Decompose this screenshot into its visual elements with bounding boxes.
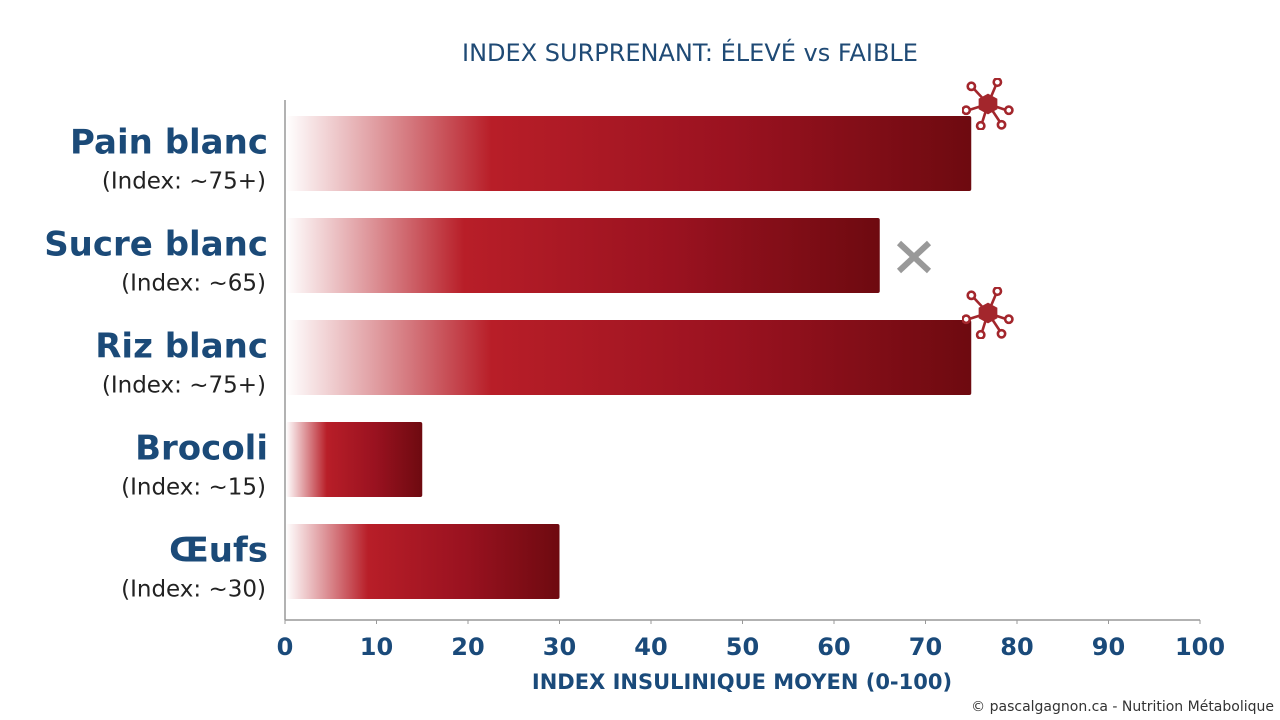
x-tick-label: 100: [1175, 633, 1225, 661]
footer: © pascalgagnon.ca - Nutrition Métaboliqu…: [971, 699, 1274, 715]
bar: [286, 218, 880, 293]
x-tick-label: 20: [451, 633, 484, 661]
x-tick-label: 0: [277, 633, 294, 661]
value-label: (Index: ~65): [121, 271, 266, 297]
bar: [286, 524, 560, 599]
bar: [286, 422, 423, 497]
x-tick-label: 90: [1092, 633, 1125, 661]
x-tick-label: 30: [543, 633, 576, 661]
value-label: (Index: ~75+): [102, 373, 266, 399]
x-tick-label: 60: [817, 633, 850, 661]
category-label: Sucre blanc: [44, 225, 268, 265]
category-label: Pain blanc: [70, 123, 268, 163]
category-label: Brocoli: [135, 429, 268, 469]
category-label: Riz blanc: [95, 327, 268, 367]
x-tick-label: 50: [726, 633, 759, 661]
bar: [286, 320, 972, 395]
plot: 0 10 20 30 40 50 60 70 80 90 100 Pain blanc (Index: …: [44, 116, 1225, 661]
x-axis-title: INDEX INSULINIQUE MOYEN (0-100): [532, 670, 952, 694]
x-tick-label: 70: [909, 633, 942, 661]
value-label: (Index: ~30): [121, 577, 266, 603]
cross-icon: [896, 240, 932, 274]
value-label: (Index: ~15): [121, 475, 266, 501]
x-tick-label: 40: [634, 633, 667, 661]
bar: [286, 116, 972, 191]
category-label: Œufs: [169, 531, 268, 571]
value-label: (Index: ~75+): [102, 169, 266, 195]
chart-title: INDEX SURPRENANT: ÉLEVÉ vs FAIBLE: [462, 38, 918, 67]
x-tick-label: 10: [360, 633, 393, 661]
x-tick-label: 80: [1000, 633, 1033, 661]
